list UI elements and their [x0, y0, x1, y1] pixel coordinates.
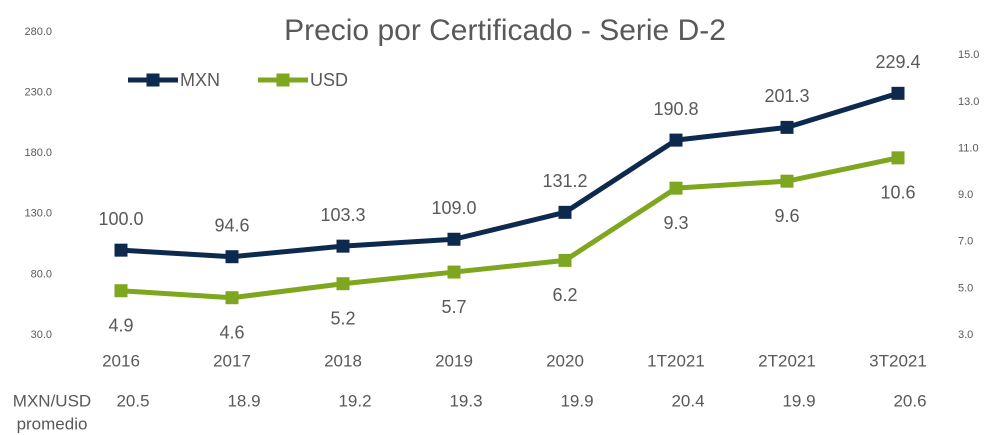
- x-tick-label: 3T2021: [869, 351, 927, 370]
- y2-tick-label: 3.0: [958, 329, 973, 341]
- footer-value: 19.9: [782, 391, 815, 410]
- footer-label: MXN/USD: [13, 391, 91, 410]
- data-label: 5.2: [330, 308, 355, 328]
- marker: [447, 265, 461, 279]
- legend-label: USD: [310, 70, 348, 90]
- x-tick-label: 2018: [324, 351, 362, 370]
- data-label: 6.2: [552, 285, 577, 305]
- marker: [336, 239, 350, 253]
- y2-tick-label: 7.0: [958, 236, 973, 248]
- footer-value: 20.6: [893, 391, 926, 410]
- footer-label: promedio: [17, 414, 88, 433]
- marker: [225, 250, 239, 264]
- x-tick-label: 2T2021: [758, 351, 816, 370]
- footer-value: 19.3: [449, 391, 482, 410]
- chart-title: Precio por Certificado - Serie D-2: [284, 14, 726, 47]
- data-label: 4.6: [219, 322, 244, 342]
- y-tick-label: 230.0: [24, 87, 52, 99]
- marker: [891, 151, 905, 165]
- y2-tick-label: 13.0: [958, 96, 979, 108]
- footer-value: 20.5: [116, 391, 149, 410]
- footer-value: 18.9: [227, 391, 260, 410]
- series-line: [120, 155, 899, 301]
- x-tick-label: 2019: [435, 351, 473, 370]
- data-label: 201.3: [764, 86, 809, 106]
- marker: [447, 232, 461, 246]
- data-label: 103.3: [320, 205, 365, 225]
- y-tick-label: 280.0: [24, 26, 52, 38]
- y2-tick-label: 5.0: [958, 282, 973, 294]
- y-tick-label: 130.0: [24, 208, 52, 220]
- data-label: 4.9: [108, 315, 133, 335]
- data-label: 109.0: [431, 198, 476, 218]
- footer-value: 20.4: [671, 391, 704, 410]
- marker: [669, 133, 683, 147]
- data-label: 9.6: [774, 206, 799, 226]
- data-label: 131.2: [542, 171, 587, 191]
- x-tick-label: 2017: [213, 351, 251, 370]
- y-tick-label: 80.0: [31, 268, 52, 280]
- x-tick-label: 2020: [546, 351, 584, 370]
- legend-marker: [146, 73, 160, 87]
- data-label: 5.7: [441, 297, 466, 317]
- y-tick-label: 30.0: [31, 329, 52, 341]
- marker: [558, 253, 572, 267]
- marker: [114, 284, 128, 298]
- marker: [558, 205, 572, 219]
- data-label: 190.8: [653, 99, 698, 119]
- y2-tick-label: 15.0: [958, 49, 979, 61]
- data-label: 9.3: [663, 213, 688, 233]
- data-label: 94.6: [214, 215, 249, 235]
- marker: [780, 174, 794, 188]
- data-label: 100.0: [98, 209, 143, 229]
- data-label: 10.6: [880, 183, 915, 203]
- data-label: 229.4: [875, 52, 920, 72]
- legend-marker: [276, 73, 290, 87]
- marker: [336, 277, 350, 291]
- marker: [891, 86, 905, 100]
- marker: [114, 243, 128, 257]
- legend-label: MXN: [180, 70, 220, 90]
- y2-tick-label: 11.0: [958, 142, 979, 154]
- series-line: [120, 90, 899, 260]
- y2-tick-label: 9.0: [958, 189, 973, 201]
- x-tick-label: 2016: [102, 351, 140, 370]
- marker: [669, 181, 683, 195]
- x-tick-label: 1T2021: [647, 351, 705, 370]
- footer-value: 19.2: [338, 391, 371, 410]
- marker: [225, 291, 239, 305]
- marker: [780, 120, 794, 134]
- footer-value: 19.9: [560, 391, 593, 410]
- y-tick-label: 180.0: [24, 147, 52, 159]
